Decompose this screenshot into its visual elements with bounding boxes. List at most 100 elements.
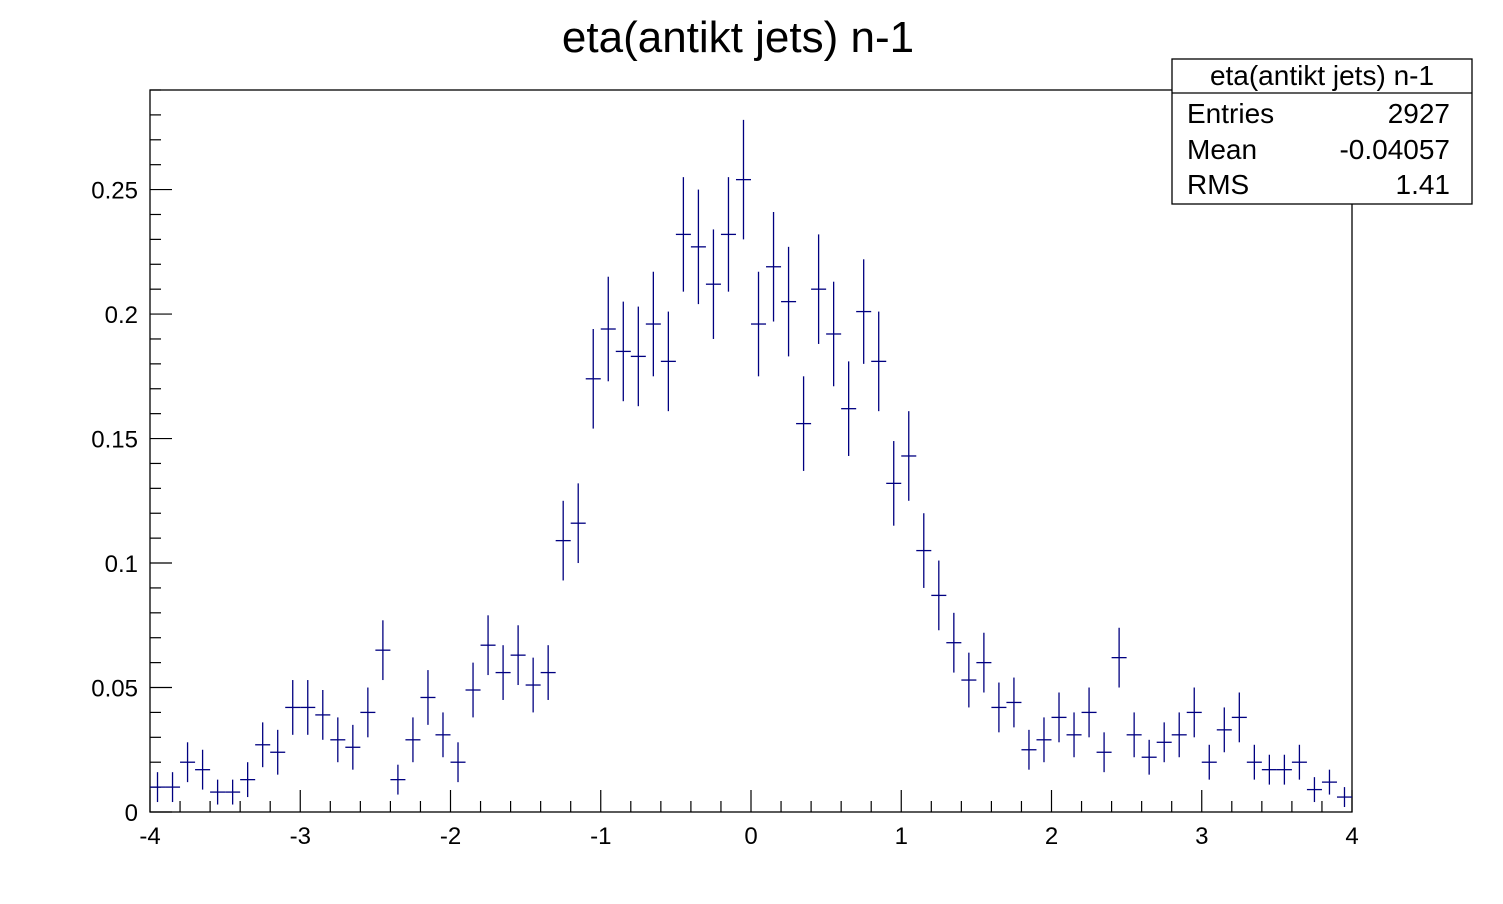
stats-value-mean: -0.04057 (1339, 134, 1450, 165)
x-tick-labels: -4 -3 -2 -1 0 1 2 3 4 (139, 823, 1358, 850)
data-point (901, 411, 917, 501)
data-point (781, 246, 797, 357)
data-point (1291, 744, 1307, 780)
data-point (450, 742, 466, 783)
data-point (435, 712, 451, 758)
data-point (1186, 687, 1202, 738)
data-point (766, 211, 782, 322)
data-point (360, 687, 376, 738)
data-point (991, 682, 1007, 733)
y-tick-label: 0.25 (91, 178, 138, 205)
data-point (1231, 692, 1247, 743)
data-point (345, 724, 361, 770)
y-tick-label: 0 (125, 800, 138, 827)
data-point (735, 119, 751, 240)
data-point (420, 670, 436, 725)
x-tick-label: 4 (1345, 823, 1358, 850)
data-point (811, 234, 827, 344)
data-point (1141, 739, 1157, 775)
data-point (555, 500, 571, 581)
data-point (1156, 722, 1172, 763)
data-point (150, 772, 166, 803)
data-point (585, 329, 601, 429)
x-tick-label: 3 (1195, 823, 1208, 850)
data-point (976, 632, 992, 693)
x-tick-label: -1 (590, 823, 611, 850)
data-point (705, 229, 721, 339)
data-point (660, 311, 676, 412)
stats-label-entries: Entries (1187, 98, 1274, 129)
data-point (285, 680, 301, 735)
chart-title: eta(antikt jets) n-1 (562, 13, 914, 62)
data-point (375, 620, 391, 681)
stats-label-rms: RMS (1187, 169, 1249, 200)
y-tick-label: 0.15 (91, 427, 138, 454)
data-point (961, 652, 977, 708)
data-point (330, 717, 346, 763)
data-point (240, 762, 256, 798)
data-point (525, 657, 541, 713)
data-point (510, 625, 526, 686)
data-point (1006, 677, 1022, 728)
data-point (645, 271, 661, 377)
data-point (690, 189, 706, 305)
stats-value-entries: 2927 (1388, 98, 1450, 129)
y-tick-label: 0.2 (105, 302, 138, 329)
data-point (886, 441, 902, 526)
data-point (630, 306, 646, 407)
data-point (1306, 777, 1322, 803)
x-tick-label: -3 (290, 823, 311, 850)
data-point (1111, 627, 1127, 688)
stats-box: eta(antikt jets) n-1 Entries 2927 Mean -… (1171, 58, 1473, 205)
axis-ticks (149, 89, 1353, 813)
data-point (675, 177, 691, 292)
data-point (1096, 732, 1112, 773)
y-tick-label: 0.1 (105, 551, 138, 578)
data-point (871, 311, 887, 412)
data-point (570, 483, 586, 564)
x-tick-label: 1 (895, 823, 908, 850)
data-point (1216, 707, 1232, 753)
data-point (1246, 744, 1262, 780)
data-point (751, 271, 767, 377)
data-point (195, 749, 211, 790)
data-point (1021, 729, 1037, 770)
data-point (1171, 712, 1187, 758)
data-point (255, 722, 271, 768)
data-point (1321, 769, 1337, 795)
data-point (1081, 687, 1097, 738)
data-point (615, 301, 631, 402)
data-point (210, 779, 226, 805)
data-point (405, 717, 421, 763)
data-point (600, 276, 616, 382)
data-point (225, 779, 241, 805)
data-point (165, 772, 181, 803)
data-point (720, 177, 736, 292)
data-point (856, 259, 872, 364)
data-point (826, 281, 842, 387)
stats-value-rms: 1.41 (1396, 169, 1451, 200)
data-point (946, 612, 962, 673)
data-point (796, 376, 812, 471)
stats-box-title: eta(antikt jets) n-1 (1210, 60, 1434, 91)
data-point (465, 662, 481, 718)
data-point (390, 764, 406, 795)
data-point (270, 729, 286, 775)
data-point (300, 680, 316, 735)
data-point (540, 645, 556, 700)
data-point (1261, 754, 1277, 785)
data-point (1201, 744, 1217, 780)
stats-box-frame (1171, 58, 1473, 205)
y-tick-label: 0.05 (91, 676, 138, 703)
data-points (150, 119, 1352, 808)
data-point (180, 742, 196, 783)
data-point (1276, 754, 1292, 785)
y-tick-labels: 0 0.05 0.1 0.15 0.2 0.25 (91, 178, 138, 827)
x-tick-label: -2 (440, 823, 461, 850)
data-point (1066, 712, 1082, 758)
data-point (480, 615, 496, 676)
data-point (916, 513, 932, 588)
data-point (1126, 712, 1142, 758)
data-point (495, 645, 511, 700)
